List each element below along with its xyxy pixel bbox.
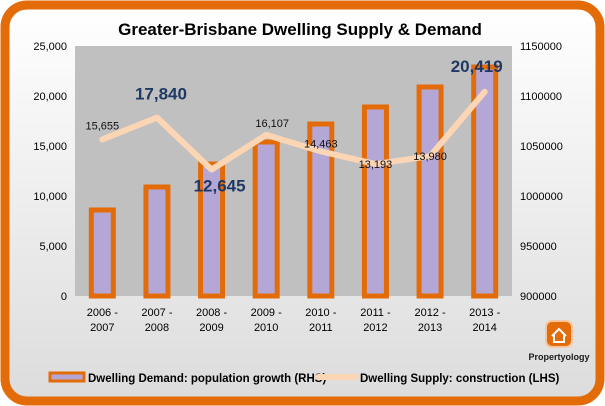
left-tick-label: 20,000 xyxy=(33,91,67,103)
supply-data-label: 13,193 xyxy=(359,159,393,171)
category-label: 2011 - xyxy=(360,307,391,319)
supply-line xyxy=(99,88,488,173)
demand-bar xyxy=(198,161,226,299)
left-axis: 0 5,000 10,000 15,000 20,000 25,000 xyxy=(33,41,67,303)
category-label: 2013 xyxy=(418,322,442,334)
category-label: 2009 xyxy=(199,322,223,334)
logo-text: Propertyology xyxy=(528,352,589,362)
category-label: 2013 - xyxy=(469,307,501,319)
left-tick-label: 25,000 xyxy=(33,41,67,53)
supply-data-label: 12,645 xyxy=(194,177,246,196)
legend-supply-label: Dwelling Supply: construction (LHS) xyxy=(360,373,560,385)
supply-line-path xyxy=(99,88,488,173)
category-label: 2009 - xyxy=(251,307,283,319)
chart-title: Greater-Brisbane Dwelling Supply & Deman… xyxy=(118,20,482,39)
category-label: 2012 xyxy=(363,322,387,334)
supply-data-label: 13,980 xyxy=(413,151,447,163)
supply-data-label: 16,107 xyxy=(255,118,289,130)
supply-data-label: 17,840 xyxy=(135,85,187,104)
demand-bar xyxy=(307,121,335,299)
right-tick-label: 950000 xyxy=(520,241,557,253)
supply-labels: 15,655 17,840 12,645 16,107 14,463 13,193 13,9… xyxy=(85,57,502,196)
right-tick-label: 1000000 xyxy=(520,191,563,203)
left-tick-label: 5,000 xyxy=(39,241,67,253)
supply-data-label: 14,463 xyxy=(304,138,338,150)
category-label: 2010 xyxy=(254,322,278,334)
house-logo-shape xyxy=(551,327,567,343)
legend: Dwelling Demand: population growth (RHS)… xyxy=(48,371,560,385)
legend-demand-label: Dwelling Demand: population growth (RHS) xyxy=(88,373,326,385)
demand-bar xyxy=(252,139,280,299)
category-label: 2007 xyxy=(90,322,114,334)
right-tick-label: 1100000 xyxy=(520,91,562,103)
demand-bar xyxy=(88,207,116,299)
house-logo-icon xyxy=(545,320,573,348)
category-label: 2012 - xyxy=(414,307,446,319)
supply-data-label: 20,419 xyxy=(451,57,503,76)
left-tick-label: 10,000 xyxy=(33,191,67,203)
category-label: 2008 - xyxy=(196,307,228,319)
category-label: 2006 - xyxy=(87,307,119,319)
left-tick-label: 15,000 xyxy=(33,141,67,153)
demand-bar xyxy=(143,184,171,299)
demand-bar xyxy=(471,64,499,299)
demand-bar xyxy=(416,84,444,299)
category-label: 2007 - xyxy=(141,307,173,319)
propertyology-logo: Propertyology xyxy=(528,320,590,362)
category-label: 2014 xyxy=(472,322,496,334)
right-axis: 900000 950000 1000000 1050000 1100000 1150000 xyxy=(520,41,563,303)
supply-data-label: 15,655 xyxy=(85,120,119,132)
category-label: 2008 xyxy=(145,322,169,334)
legend-bar-swatch xyxy=(48,371,86,383)
demand-bars xyxy=(88,64,499,299)
demand-bar xyxy=(361,104,389,299)
category-label: 2010 - xyxy=(305,307,337,319)
right-tick-label: 1050000 xyxy=(520,141,563,153)
left-tick-label: 0 xyxy=(61,291,67,303)
plot-area xyxy=(75,46,512,296)
category-label: 2011 xyxy=(309,322,333,334)
category-axis: 2006 - 2007 2007 - 2008 2008 - 2009 2009 - 2010… xyxy=(87,307,501,334)
right-tick-label: 900000 xyxy=(520,291,557,303)
right-tick-label: 1150000 xyxy=(520,41,562,53)
